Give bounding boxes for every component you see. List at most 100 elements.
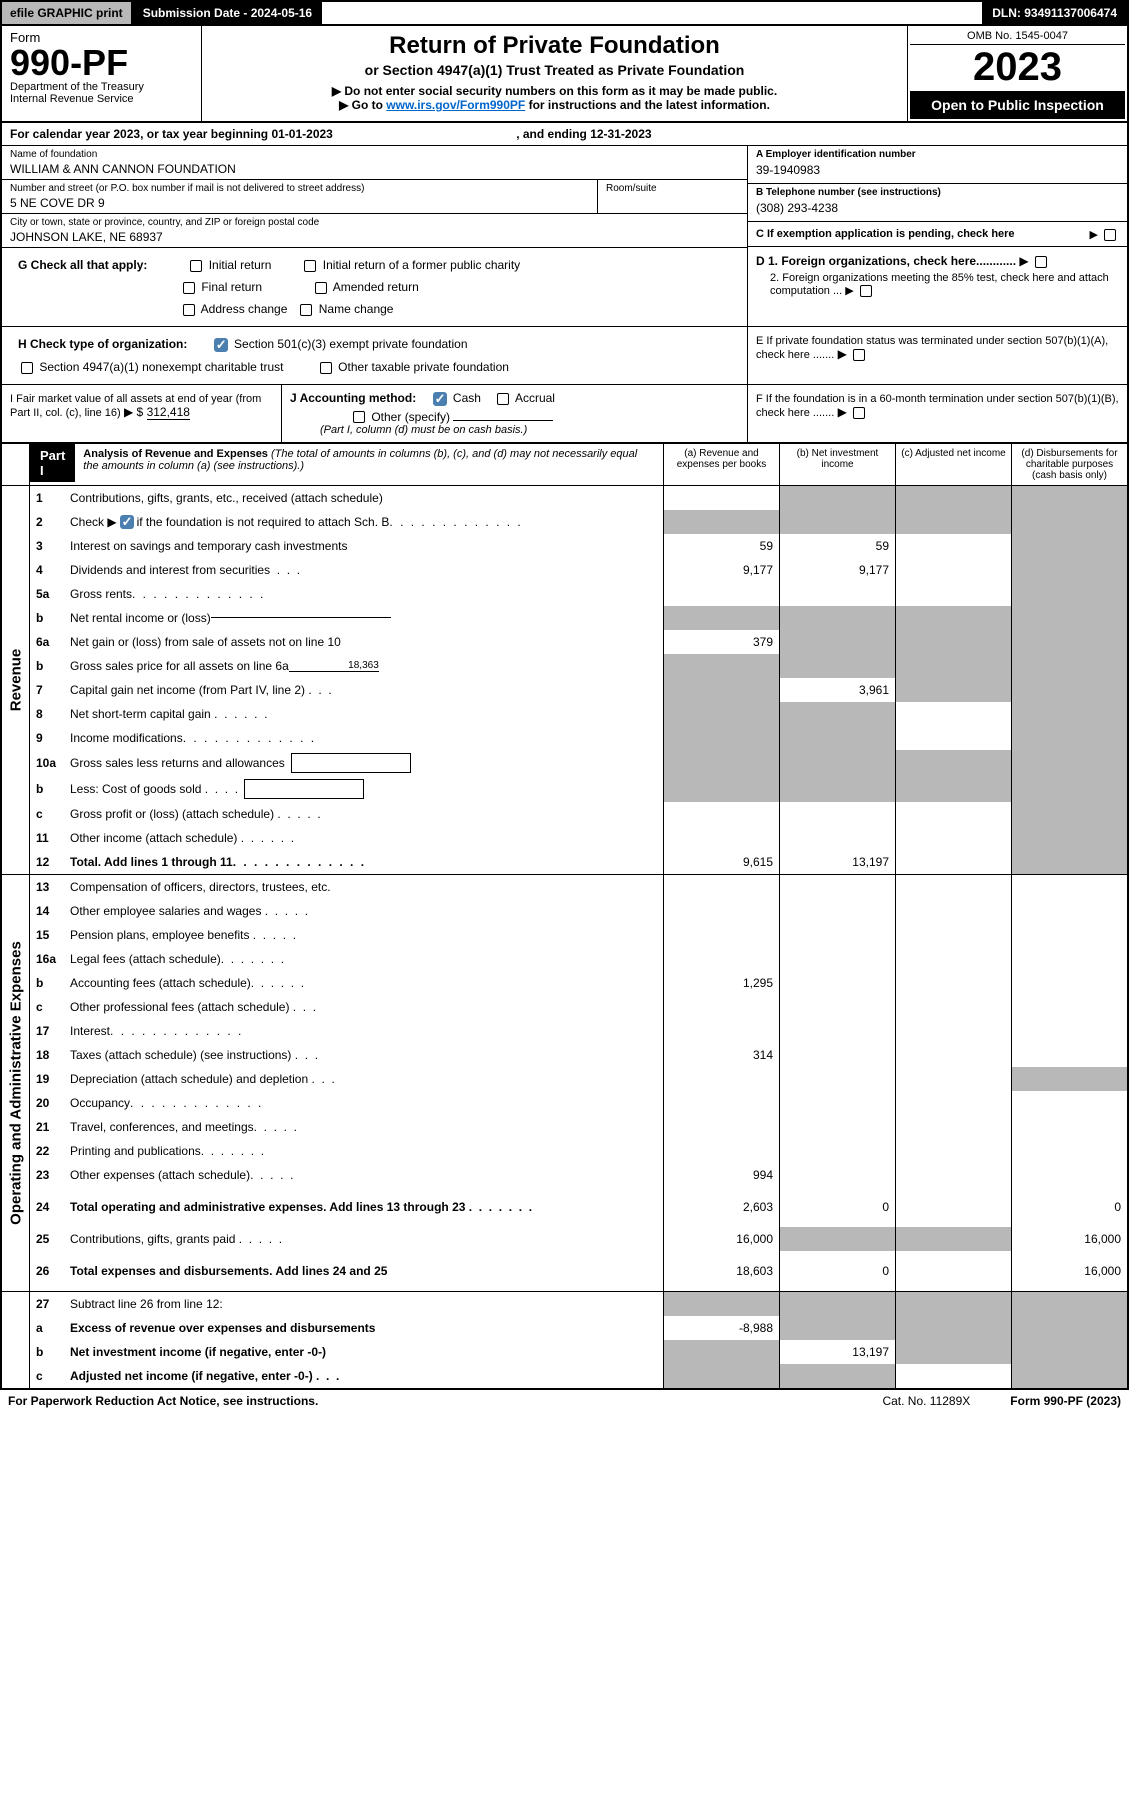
l2-checkbox[interactable] (120, 515, 134, 529)
l5b-no: b (30, 606, 66, 630)
l18-desc: Taxes (attach schedule) (see instruction… (66, 1043, 663, 1067)
l7-no: 7 (30, 678, 66, 702)
l10b-desc: Less: Cost of goods sold . . . . (66, 776, 663, 802)
section-h-row: H Check type of organization: Section 50… (0, 327, 1129, 385)
l19-c (895, 1067, 1011, 1091)
h-4947-checkbox[interactable] (21, 362, 33, 374)
l25-a: 16,000 (663, 1227, 779, 1251)
efile-label[interactable]: efile GRAPHIC print (2, 2, 133, 24)
c-checkbox[interactable] (1104, 229, 1116, 241)
l20-d (1011, 1091, 1127, 1115)
g-initial: Initial return (209, 258, 272, 272)
l27c-b (779, 1364, 895, 1388)
line-11: 11 Other income (attach schedule) . . . … (30, 826, 1127, 850)
g-label: G Check all that apply: (18, 258, 147, 272)
instructions-link[interactable]: www.irs.gov/Form990PF (386, 98, 525, 112)
l3-c (895, 534, 1011, 558)
h-501c3: Section 501(c)(3) exempt private foundat… (234, 337, 467, 351)
l10b-a (663, 776, 779, 802)
j-cash-checkbox[interactable] (433, 392, 447, 406)
l25-no: 25 (30, 1227, 66, 1251)
form-subtitle3: ▶ Go to www.irs.gov/Form990PF for instru… (212, 98, 897, 112)
j-other-checkbox[interactable] (353, 411, 365, 423)
form-header: Form 990-PF Department of the Treasury I… (0, 26, 1129, 123)
l19-b (779, 1067, 895, 1091)
header-right: OMB No. 1545-0047 2023 Open to Public In… (907, 26, 1127, 121)
l6a-desc: Net gain or (loss) from sale of assets n… (66, 630, 663, 654)
g-final-checkbox[interactable] (183, 282, 195, 294)
g-initial-checkbox[interactable] (190, 260, 202, 272)
revenue-body: 1 Contributions, gifts, grants, etc., re… (30, 486, 1127, 874)
l20-desc: Occupancy (66, 1091, 663, 1115)
line-4: 4 Dividends and interest from securities… (30, 558, 1127, 582)
line-27c: cAdjusted net income (if negative, enter… (30, 1364, 1127, 1388)
l26-d: 16,000 (1011, 1251, 1127, 1291)
l7-d (1011, 678, 1127, 702)
line-27: 27Subtract line 26 from line 12: (30, 1292, 1127, 1316)
g-addr-change-checkbox[interactable] (183, 304, 195, 316)
g-amended: Amended return (333, 280, 419, 294)
h-other-checkbox[interactable] (320, 362, 332, 374)
g-amended-checkbox[interactable] (315, 282, 327, 294)
line-16b: bAccounting fees (attach schedule) . . .… (30, 971, 1127, 995)
l16a-d (1011, 947, 1127, 971)
j-accrual-checkbox[interactable] (497, 393, 509, 405)
l21-a (663, 1115, 779, 1139)
l7-b: 3,961 (779, 678, 895, 702)
g-initial-former-checkbox[interactable] (304, 260, 316, 272)
l10c-c (895, 802, 1011, 826)
city-row: City or town, state or province, country… (2, 214, 747, 248)
l16a-a (663, 947, 779, 971)
f-checkbox[interactable] (853, 407, 865, 419)
l27c-d (1011, 1364, 1127, 1388)
l16a-desc: Legal fees (attach schedule) . . . . . .… (66, 947, 663, 971)
l9-desc: Income modifications (66, 726, 663, 750)
d2-checkbox[interactable] (860, 285, 872, 297)
expenses-sidelabel: Operating and Administrative Expenses (2, 875, 30, 1291)
l16b-no: b (30, 971, 66, 995)
l7-a (663, 678, 779, 702)
d1-checkbox[interactable] (1035, 256, 1047, 268)
e-right: E If private foundation status was termi… (747, 327, 1127, 384)
l6a-c (895, 630, 1011, 654)
l6b-b (779, 654, 895, 678)
l15-a (663, 923, 779, 947)
l20-no: 20 (30, 1091, 66, 1115)
l10c-b (779, 802, 895, 826)
l11-a (663, 826, 779, 850)
line-15: 15Pension plans, employee benefits . . .… (30, 923, 1127, 947)
footer-left: For Paperwork Reduction Act Notice, see … (8, 1394, 318, 1408)
l26-desc: Total expenses and disbursements. Add li… (66, 1251, 663, 1291)
expenses-body: 13Compensation of officers, directors, t… (30, 875, 1127, 1291)
l27b-a (663, 1340, 779, 1364)
e-checkbox[interactable] (853, 349, 865, 361)
l17-no: 17 (30, 1019, 66, 1043)
l25-c (895, 1227, 1011, 1251)
l2-c (895, 510, 1011, 534)
l14-c (895, 899, 1011, 923)
line-10c: c Gross profit or (loss) (attach schedul… (30, 802, 1127, 826)
name-label: Name of foundation (10, 149, 739, 160)
l12-a: 9,615 (663, 850, 779, 874)
h-501c3-checkbox[interactable] (214, 338, 228, 352)
irs-label: Internal Revenue Service (10, 93, 193, 105)
l13-desc: Compensation of officers, directors, tru… (66, 875, 663, 899)
l11-d (1011, 826, 1127, 850)
l10a-b (779, 750, 895, 776)
l22-no: 22 (30, 1139, 66, 1163)
h-left: H Check type of organization: Section 50… (2, 327, 747, 384)
g-addr-change: Address change (201, 302, 288, 316)
l6b-c (895, 654, 1011, 678)
l14-desc: Other employee salaries and wages . . . … (66, 899, 663, 923)
l5a-a (663, 582, 779, 606)
line-16c: cOther professional fees (attach schedul… (30, 995, 1127, 1019)
l23-desc: Other expenses (attach schedule) . . . .… (66, 1163, 663, 1187)
l1-c (895, 486, 1011, 510)
l9-no: 9 (30, 726, 66, 750)
line-21: 21Travel, conferences, and meetings . . … (30, 1115, 1127, 1139)
ij-left: I Fair market value of all assets at end… (2, 385, 747, 442)
g-name-change-checkbox[interactable] (300, 304, 312, 316)
l19-no: 19 (30, 1067, 66, 1091)
l4-desc: Dividends and interest from securities .… (66, 558, 663, 582)
l10a-desc: Gross sales less returns and allowances (66, 750, 663, 776)
